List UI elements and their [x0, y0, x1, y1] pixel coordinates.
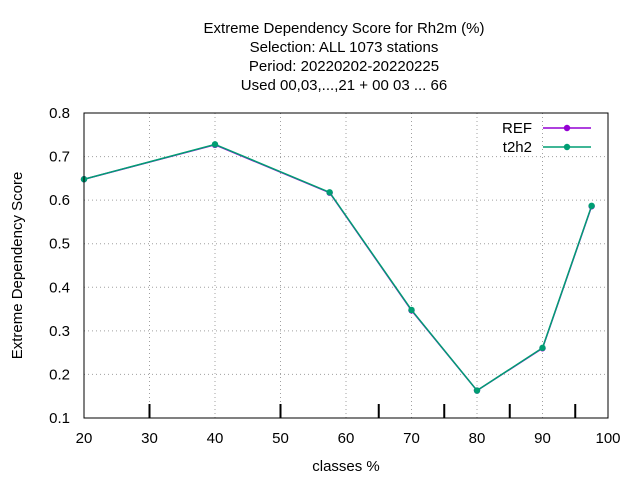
legend-label-t2h2: t2h2: [503, 139, 532, 156]
y-tick-label-5: 0.6: [49, 192, 70, 209]
x-tick-labels: 20 30 40 50 60 70 80 90 100: [76, 430, 621, 447]
title-line-1: Extreme Dependency Score for Rh2m (%): [204, 20, 485, 37]
legend-marker-REF: [563, 124, 571, 132]
y-axis-label: Extreme Dependency Score: [9, 172, 26, 360]
y-tick-label-6: 0.7: [49, 149, 70, 166]
title-line-3: Period: 20220202-20220225: [249, 58, 439, 75]
legend: REF t2h2: [502, 120, 591, 156]
x-tick-label-8: 100: [595, 430, 620, 447]
legend-item-t2h2: t2h2: [503, 139, 591, 156]
x-tick-label-5: 70: [403, 430, 420, 447]
y-tick-labels: 0.1 0.2 0.3 0.4 0.5 0.6 0.7 0.8: [49, 105, 70, 427]
y-tick-label-3: 0.4: [49, 279, 70, 296]
data-point-t2h2-1: [211, 141, 219, 148]
legend-label-REF: REF: [502, 120, 532, 137]
minor-ticks: [148, 404, 577, 418]
series-t2h2: [80, 141, 595, 394]
title-line-4: Used 00,03,...,21 + 00 03 ... 66: [241, 77, 447, 94]
y-tick-label-0: 0.1: [49, 410, 70, 427]
title-line-2: Selection: ALL 1073 stations: [250, 39, 439, 56]
y-tick-label-1: 0.2: [49, 366, 70, 383]
y-tick-label-7: 0.8: [49, 105, 70, 122]
data-point-t2h2-4: [473, 387, 481, 394]
x-tick-label-1: 30: [141, 430, 158, 447]
data-point-t2h2-6: [588, 202, 595, 210]
data-point-t2h2-2: [326, 189, 333, 196]
x-tick-label-0: 20: [76, 430, 93, 447]
x-tick-label-7: 90: [534, 430, 551, 447]
legend-item-REF: REF: [502, 120, 591, 137]
x-tick-label-6: 80: [469, 430, 486, 447]
x-tick-label-3: 50: [272, 430, 289, 447]
chart-title: Extreme Dependency Score for Rh2m (%) Se…: [204, 20, 485, 94]
x-tick-label-4: 60: [338, 430, 355, 447]
grid: [84, 113, 608, 418]
y-tick-label-4: 0.5: [49, 236, 70, 253]
series-REF: [80, 141, 595, 394]
series: [80, 141, 595, 394]
data-point-t2h2-3: [408, 306, 415, 314]
x-axis-label: classes %: [312, 458, 380, 475]
data-point-t2h2-5: [539, 344, 546, 352]
x-tick-label-2: 40: [207, 430, 224, 447]
y-tick-label-2: 0.3: [49, 323, 70, 340]
legend-marker-t2h2: [563, 143, 571, 151]
series-line-REF: [83, 144, 593, 392]
series-line-t2h2: [83, 143, 593, 392]
plot-frame: [83, 112, 609, 419]
